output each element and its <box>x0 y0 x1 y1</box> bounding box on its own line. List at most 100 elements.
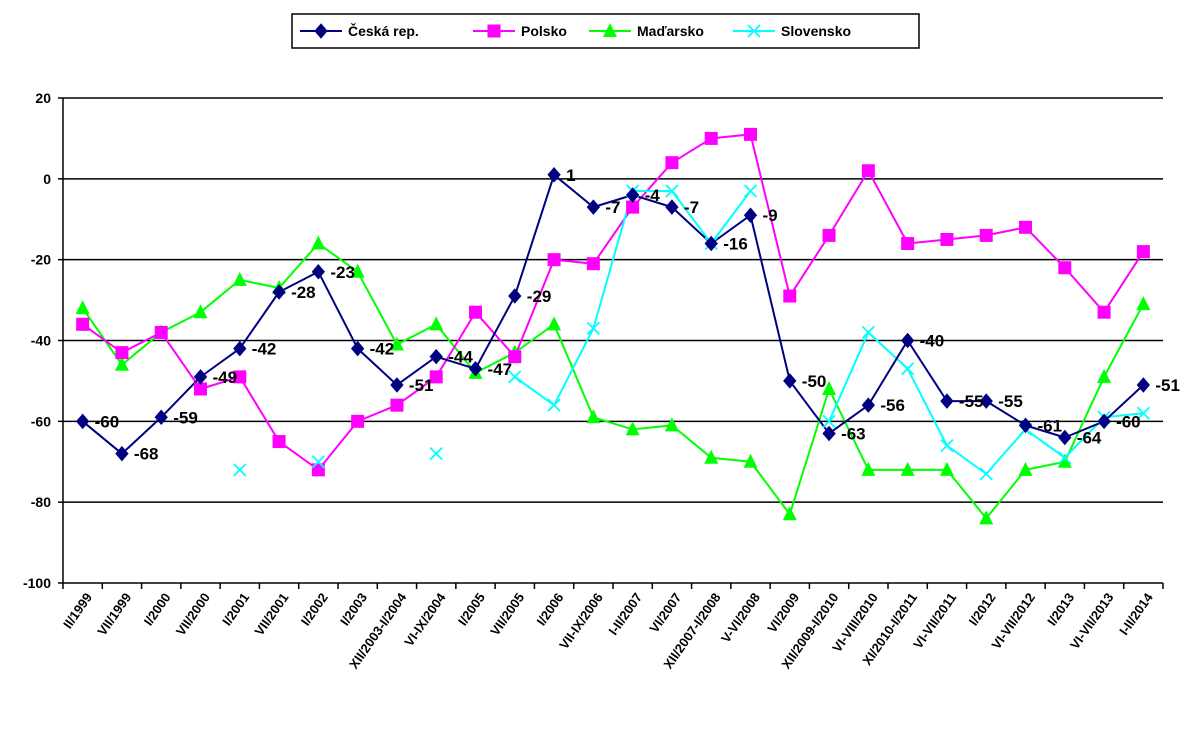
series-3-point <box>939 461 954 476</box>
series-1-point <box>625 187 640 203</box>
data-label: -16 <box>723 235 748 254</box>
x-tick-label: I-II/2014 <box>1116 589 1156 637</box>
series-2-point <box>272 435 286 449</box>
series-3-point <box>350 263 365 278</box>
data-label: -55 <box>959 392 984 411</box>
series-1-point <box>547 167 561 183</box>
series-4-point <box>861 325 875 340</box>
x-tick-label: I/2005 <box>455 590 488 628</box>
series-3-point <box>743 453 758 468</box>
series-4-point <box>508 370 522 384</box>
series-3-point <box>664 417 679 432</box>
data-label: -40 <box>920 332 945 351</box>
x-tick-label: I/2003 <box>337 590 370 628</box>
x-tick-label: I/2000 <box>141 590 174 628</box>
series-3-point <box>232 271 247 286</box>
series-4-point <box>979 467 993 481</box>
series-2-point <box>1019 220 1032 234</box>
series-1-point <box>979 393 993 409</box>
data-label: -4 <box>645 186 661 205</box>
series-1-point <box>193 369 208 385</box>
series-4-point <box>665 184 679 198</box>
series-4-point <box>429 447 443 461</box>
series-1-point <box>1058 429 1072 446</box>
data-label: -60 <box>95 412 120 431</box>
data-labels: -60 -68 -59 -49 -42 -28 -23 -42 -51 -44 -47 -29 1 -7 -… <box>95 166 1180 464</box>
series-1-point <box>272 284 286 300</box>
series-3-point <box>429 316 444 331</box>
series-2-point <box>115 346 129 360</box>
series-4-point <box>1136 406 1150 420</box>
series-3-point <box>704 449 719 464</box>
legend-swatch-marker <box>487 24 501 38</box>
series-4-point <box>940 438 954 453</box>
series-1-point <box>665 199 679 215</box>
series-2-point <box>1097 305 1111 319</box>
y-tick-label: -20 <box>31 252 51 268</box>
series-1-point <box>429 348 443 365</box>
series-2-point <box>626 200 640 214</box>
data-label: -23 <box>330 263 355 282</box>
series-2-point <box>508 350 522 364</box>
data-label: -29 <box>527 287 552 306</box>
x-tick-label: VII/1999 <box>94 590 134 638</box>
series-2-point <box>940 232 954 246</box>
series-1-point <box>1097 413 1111 430</box>
series-2-point <box>744 127 757 141</box>
series-1-point <box>75 413 90 430</box>
data-label: -44 <box>448 348 473 367</box>
series-3-point <box>311 235 326 250</box>
series-2-point <box>861 164 875 178</box>
series-1-point <box>743 207 758 223</box>
series-2-point <box>76 317 90 331</box>
series-1-point <box>468 361 483 377</box>
series-3-point <box>861 461 876 476</box>
x-tick-label: I/2002 <box>298 590 331 628</box>
data-label: 1 <box>566 166 575 185</box>
series-3-point <box>979 510 994 525</box>
data-label: -63 <box>841 424 866 443</box>
data-label: -9 <box>763 206 778 225</box>
x-tick-label: VI/2009 <box>764 590 802 635</box>
series-2-line <box>82 133 1145 471</box>
series-4-point <box>233 463 247 477</box>
x-tick-label: VII/2000 <box>173 590 213 638</box>
series-2-point <box>233 370 247 384</box>
series-markers <box>75 127 1151 525</box>
x-tick-label: VI/2007 <box>646 590 684 635</box>
x-tick-label: VII/2001 <box>251 590 291 638</box>
data-label: -51 <box>409 376 434 395</box>
y-tick-labels: 20 0 -20 -40 -60 -80 -100 <box>23 90 51 591</box>
y-tick-label: -40 <box>31 333 51 349</box>
data-label: -42 <box>252 340 277 359</box>
data-label: -49 <box>213 368 238 387</box>
series-4-point <box>586 321 600 336</box>
y-tick-label: -100 <box>23 575 51 591</box>
series-3-point <box>1097 368 1112 383</box>
series-3-point <box>389 336 404 351</box>
series-3-point <box>1018 461 1033 476</box>
series-3-point <box>822 381 837 395</box>
series-1-point <box>900 332 915 349</box>
series-3-line <box>81 242 1145 520</box>
series-2-point <box>783 289 797 303</box>
series-2-point <box>547 253 561 267</box>
x-tick-labels: II/1999 VII/1999 I/2000 VII/2000 I/2001 VII/2… <box>60 589 1156 671</box>
data-label: -64 <box>1077 429 1102 448</box>
series-2-point <box>469 305 482 319</box>
series-1-point <box>822 425 836 442</box>
legend-swatch-marker <box>747 24 761 38</box>
series-1-point <box>390 377 404 393</box>
series-1-line <box>82 173 1145 455</box>
data-label: -47 <box>488 360 513 379</box>
series-3-point <box>625 421 640 436</box>
x-tick-label: II/1999 <box>60 590 95 631</box>
series-4-point <box>901 362 915 376</box>
data-label: -51 <box>1155 376 1180 395</box>
series-3-point <box>900 461 915 476</box>
series-1-point <box>1018 417 1033 434</box>
series-1-point <box>940 393 954 409</box>
series-4-point <box>1058 451 1072 465</box>
legend-swatch-marker <box>603 23 617 37</box>
